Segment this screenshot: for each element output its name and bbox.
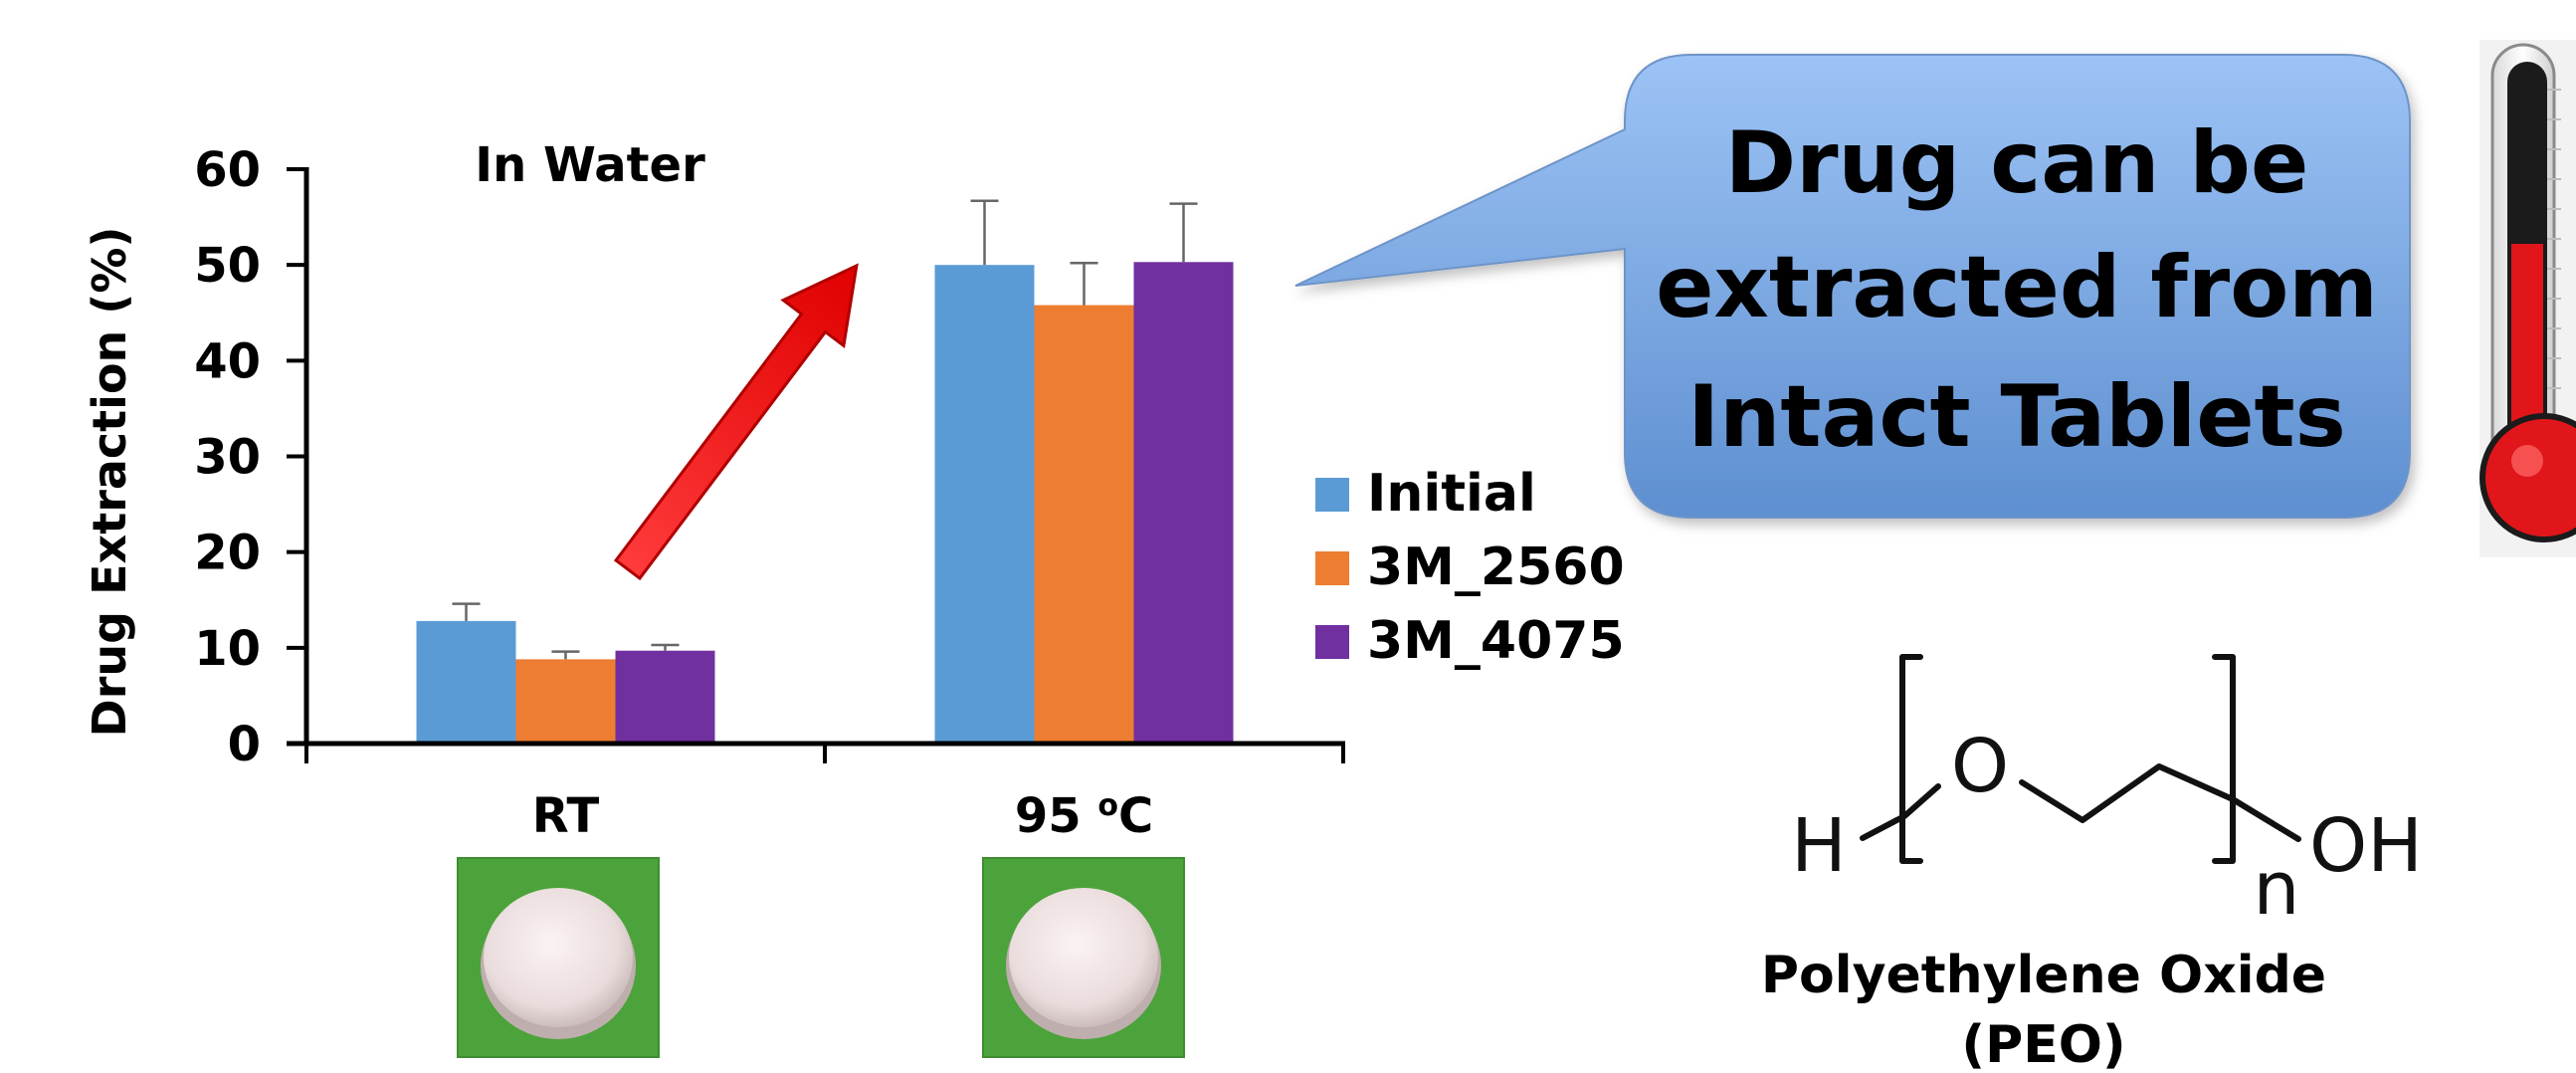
callout-bubble bbox=[1294, 54, 2411, 519]
error-bar bbox=[551, 650, 580, 660]
y-tick-label: 60 bbox=[194, 142, 261, 198]
y-axis-label: Drug Extraction (%) bbox=[83, 227, 136, 738]
legend-label: 3M_4075 bbox=[1367, 611, 1625, 671]
error-bars bbox=[452, 199, 1198, 660]
y-tick-label: 0 bbox=[228, 717, 261, 772]
x-tick-label: RT bbox=[532, 788, 600, 844]
chart-title: In Water bbox=[475, 137, 705, 193]
peo-structure: H O n OH Polyethylene Oxide (PEO) bbox=[1761, 654, 2423, 1073]
bracket-left bbox=[1899, 654, 1923, 864]
callout-line-1: Drug can be bbox=[1725, 113, 2309, 213]
bar-chart: In Water Drug Extraction (%) 0 10 20 30 40 50… bbox=[83, 137, 1625, 844]
legend-label: Initial bbox=[1367, 464, 1536, 524]
bar-initial-0 bbox=[416, 620, 516, 744]
atom-hydroxyl: OH bbox=[2309, 803, 2423, 889]
x-tick-labels: RT 95 oC bbox=[532, 788, 1153, 845]
y-tick-labels: 0 10 20 30 40 50 60 bbox=[194, 142, 261, 772]
y-tick-label: 10 bbox=[194, 621, 261, 677]
bar-3m-2560-0 bbox=[515, 659, 616, 744]
bar-initial-1 bbox=[934, 265, 1035, 744]
red-arrow-icon bbox=[613, 263, 859, 581]
tablet-photo-95c bbox=[982, 857, 1185, 1058]
error-bar bbox=[1169, 202, 1198, 263]
bar-3m-4075-0 bbox=[615, 650, 715, 744]
x-tick-label: 95 oC bbox=[1015, 788, 1153, 845]
bar-3m-4075-1 bbox=[1133, 262, 1234, 744]
y-tick-label: 50 bbox=[194, 238, 261, 294]
error-bar bbox=[970, 199, 999, 266]
molecule-name-line-2: (PEO) bbox=[1961, 1015, 2125, 1073]
atom-oxygen: O bbox=[1951, 724, 2009, 809]
error-bar bbox=[1070, 261, 1098, 306]
callout-line-2: extracted from bbox=[1656, 238, 2378, 337]
axis-tick-marks bbox=[287, 167, 1345, 763]
error-bar bbox=[651, 643, 680, 651]
atom-h: H bbox=[1791, 803, 1847, 889]
legend-label: 3M_2560 bbox=[1367, 537, 1625, 597]
y-tick-label: 30 bbox=[194, 430, 261, 486]
molecule-name-line-1: Polyethylene Oxide bbox=[1761, 946, 2326, 1005]
legend: Initial 3M_2560 3M_4075 bbox=[1315, 464, 1625, 671]
atom-subscript-n: n bbox=[2254, 846, 2300, 932]
error-bar bbox=[452, 602, 481, 621]
legend-swatch bbox=[1315, 551, 1349, 585]
bars bbox=[416, 262, 1234, 744]
thermometer-icon bbox=[2479, 40, 2576, 557]
bracket-right bbox=[2212, 654, 2236, 864]
legend-swatch bbox=[1315, 625, 1349, 659]
callout-line-3: Intact Tablets bbox=[1687, 367, 2346, 467]
y-tick-label: 20 bbox=[194, 526, 261, 581]
y-tick-label: 40 bbox=[194, 333, 261, 389]
legend-swatch bbox=[1315, 478, 1349, 512]
bar-3m-2560-1 bbox=[1034, 305, 1134, 744]
tablet-photo-rt bbox=[457, 857, 660, 1058]
